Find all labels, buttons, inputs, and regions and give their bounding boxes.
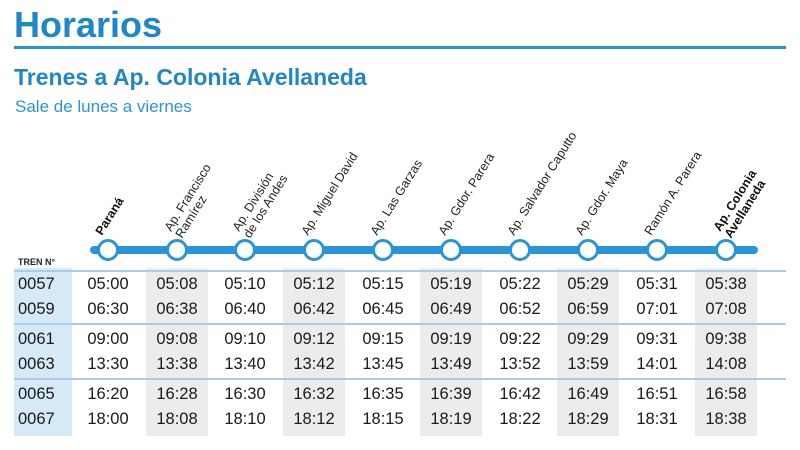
departure-time: 16:58 [705, 385, 747, 403]
departure-time: 14:08 [705, 355, 747, 373]
departure-time: 16:35 [362, 385, 404, 403]
departure-time: 18:10 [224, 410, 266, 428]
station-column-bg [557, 268, 619, 436]
departure-time: 13:40 [224, 355, 266, 373]
station-stop-marker [646, 239, 668, 261]
station-stop-marker [715, 239, 737, 261]
departure-time: 16:42 [499, 385, 541, 403]
route-title: Trenes a Ap. Colonia Avellaneda [14, 64, 367, 90]
departure-time: 18:31 [636, 410, 678, 428]
departure-time: 16:20 [87, 385, 129, 403]
departure-time: 18:08 [156, 410, 198, 428]
train-number: 0059 [18, 300, 55, 318]
departure-time: 13:42 [293, 355, 335, 373]
train-number: 0057 [18, 275, 55, 293]
station-stop-marker [440, 239, 462, 261]
departure-time: 13:30 [87, 355, 129, 373]
train-number: 0065 [18, 385, 55, 403]
departure-time: 16:32 [293, 385, 335, 403]
station-column-bg [695, 268, 757, 436]
train-column-bg [14, 268, 72, 436]
departure-time: 14:01 [636, 355, 678, 373]
departure-time: 05:08 [156, 275, 198, 293]
departure-time: 05:00 [87, 275, 129, 293]
row-separator [14, 378, 786, 380]
departure-time: 09:08 [156, 330, 198, 348]
departure-time: 16:28 [156, 385, 198, 403]
service-days-note: Sale de lunes a viernes [15, 97, 192, 116]
train-number: 0061 [18, 330, 55, 348]
departure-time: 09:00 [87, 330, 129, 348]
departure-time: 06:59 [567, 300, 609, 318]
departure-time: 18:15 [362, 410, 404, 428]
departure-time: 13:38 [156, 355, 198, 373]
departure-time: 05:10 [224, 275, 266, 293]
departure-time: 05:22 [499, 275, 541, 293]
departure-time: 05:29 [567, 275, 609, 293]
station-stop-marker [303, 239, 325, 261]
page-title: Horarios [14, 4, 163, 45]
departure-time: 13:52 [499, 355, 541, 373]
station-column-bg [420, 268, 482, 436]
departure-time: 06:30 [87, 300, 129, 318]
departure-time: 09:22 [499, 330, 541, 348]
departure-time: 09:12 [293, 330, 335, 348]
departure-time: 07:01 [636, 300, 678, 318]
station-stop-marker [234, 239, 256, 261]
departure-time: 05:38 [705, 275, 747, 293]
departure-time: 09:29 [567, 330, 609, 348]
departure-time: 09:38 [705, 330, 747, 348]
departure-time: 09:19 [430, 330, 472, 348]
departure-time: 07:08 [705, 300, 747, 318]
station-column-bg [146, 268, 208, 436]
departure-time: 06:42 [293, 300, 335, 318]
departure-time: 06:45 [362, 300, 404, 318]
departure-time: 09:10 [224, 330, 266, 348]
departure-time: 16:30 [224, 385, 266, 403]
departure-time: 13:49 [430, 355, 472, 373]
train-number: 0063 [18, 355, 55, 373]
departure-time: 06:40 [224, 300, 266, 318]
row-separator [14, 270, 786, 272]
departure-time: 05:12 [293, 275, 335, 293]
departure-time: 06:52 [499, 300, 541, 318]
departure-time: 13:59 [567, 355, 609, 373]
title-rule [14, 46, 786, 49]
departure-time: 05:19 [430, 275, 472, 293]
departure-time: 18:00 [87, 410, 129, 428]
station-stop-marker [166, 239, 188, 261]
departure-time: 18:38 [705, 410, 747, 428]
departure-time: 18:29 [567, 410, 609, 428]
departure-time: 05:15 [362, 275, 404, 293]
departure-time: 06:38 [156, 300, 198, 318]
departure-time: 16:51 [636, 385, 678, 403]
row-separator [14, 323, 786, 325]
station-stop-marker [372, 239, 394, 261]
station-stop-marker [97, 239, 119, 261]
train-number-header: TREN N° [18, 257, 56, 267]
departure-time: 18:12 [293, 410, 335, 428]
departure-time: 06:49 [430, 300, 472, 318]
route-line [90, 246, 758, 254]
train-number: 0067 [18, 410, 55, 428]
departure-time: 16:49 [567, 385, 609, 403]
station-stop-marker [577, 239, 599, 261]
station-column-bg [283, 268, 345, 436]
departure-time: 18:22 [499, 410, 541, 428]
departure-time: 09:31 [636, 330, 678, 348]
departure-time: 18:19 [430, 410, 472, 428]
departure-time: 09:15 [362, 330, 404, 348]
departure-time: 05:31 [636, 275, 678, 293]
departure-time: 13:45 [362, 355, 404, 373]
departure-time: 16:39 [430, 385, 472, 403]
station-stop-marker [509, 239, 531, 261]
